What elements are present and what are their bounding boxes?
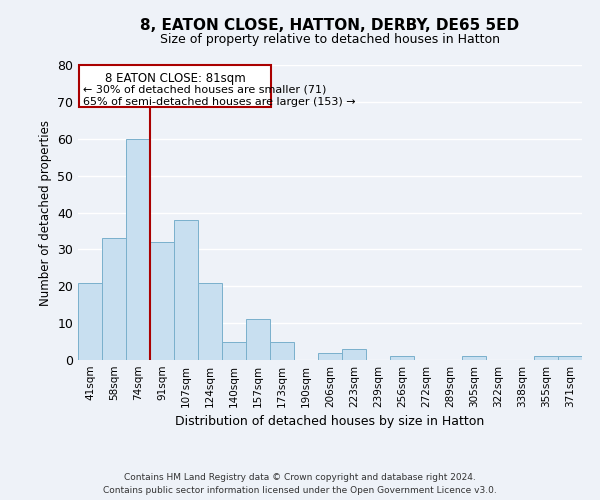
Bar [102,238,126,360]
Text: 8 EATON CLOSE: 81sqm: 8 EATON CLOSE: 81sqm [105,72,245,85]
Text: Size of property relative to detached houses in Hatton: Size of property relative to detached ho… [160,32,500,46]
Bar [318,352,342,360]
Text: 8, EATON CLOSE, HATTON, DERBY, DE65 5ED: 8, EATON CLOSE, HATTON, DERBY, DE65 5ED [140,18,520,32]
Bar [150,242,174,360]
Bar [270,342,294,360]
Bar [462,356,486,360]
Bar [174,220,198,360]
Bar [534,356,558,360]
Bar [390,356,414,360]
Bar [558,356,582,360]
Bar [78,282,102,360]
Text: 65% of semi-detached houses are larger (153) →: 65% of semi-detached houses are larger (… [83,98,355,108]
Text: Contains HM Land Registry data © Crown copyright and database right 2024.
Contai: Contains HM Land Registry data © Crown c… [103,473,497,495]
Bar [198,282,222,360]
Bar [126,138,150,360]
Bar [222,342,246,360]
Y-axis label: Number of detached properties: Number of detached properties [38,120,52,306]
Bar [246,320,270,360]
Text: ← 30% of detached houses are smaller (71): ← 30% of detached houses are smaller (71… [83,84,326,94]
Bar [79,65,271,108]
X-axis label: Distribution of detached houses by size in Hatton: Distribution of detached houses by size … [175,416,485,428]
Bar [342,349,366,360]
